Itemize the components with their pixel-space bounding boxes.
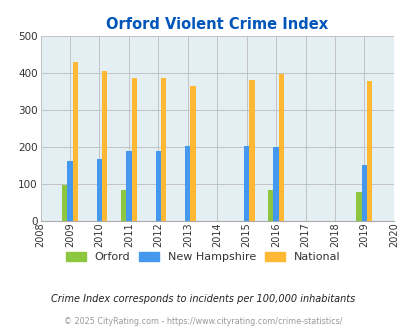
Bar [361,165,366,221]
Bar [155,151,161,221]
Text: Crime Index corresponds to incidents per 100,000 inhabitants: Crime Index corresponds to incidents per… [51,294,354,304]
Bar [102,71,107,221]
Bar [278,74,284,221]
Bar [185,146,190,221]
Bar [267,190,273,221]
Bar [121,190,126,221]
Bar [96,159,102,221]
Bar [67,161,72,221]
Bar [273,147,278,221]
Bar [243,146,249,221]
Title: Orford Violent Crime Index: Orford Violent Crime Index [106,17,328,32]
Bar [131,78,136,221]
Bar [72,62,78,221]
Legend: Orford, New Hampshire, National: Orford, New Hampshire, National [61,248,344,267]
Bar [249,80,254,221]
Bar [366,81,371,221]
Bar [126,151,131,221]
Bar [356,191,361,221]
Text: © 2025 CityRating.com - https://www.cityrating.com/crime-statistics/: © 2025 CityRating.com - https://www.city… [64,317,341,326]
Bar [190,86,195,221]
Bar [161,78,166,221]
Bar [62,185,67,221]
